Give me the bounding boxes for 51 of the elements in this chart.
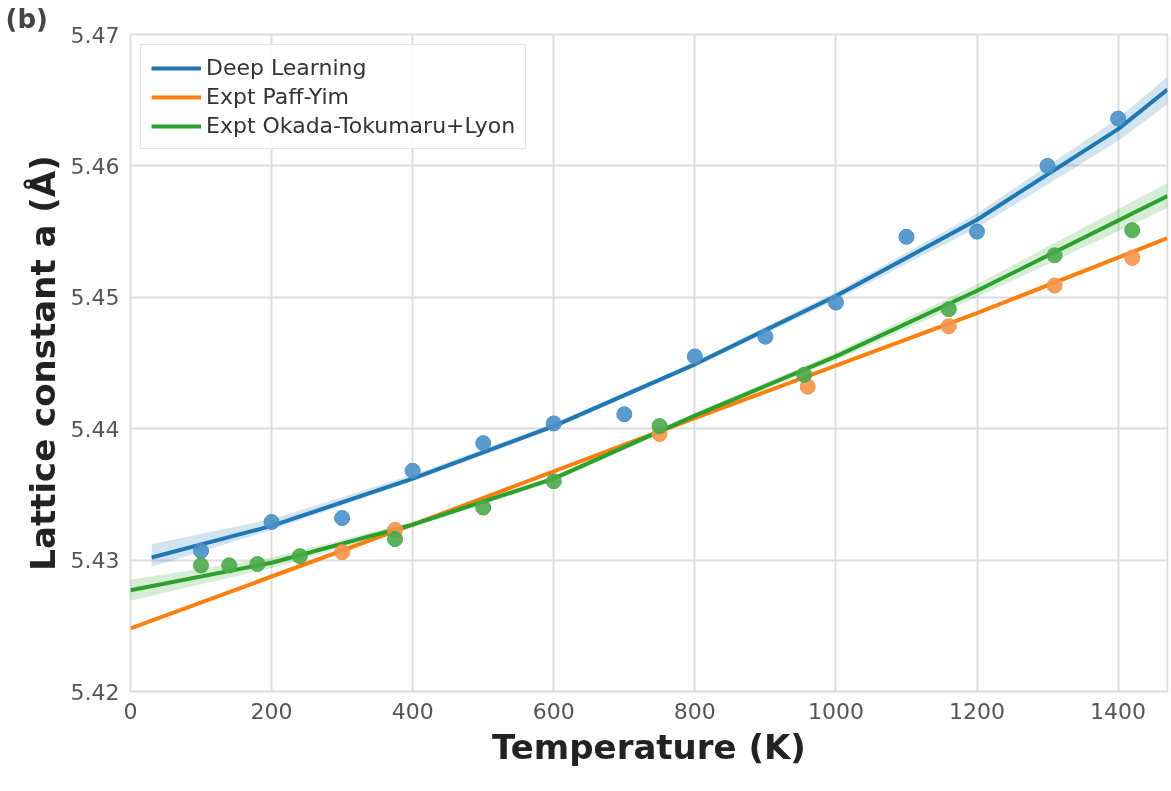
text: (b) (5, 3, 48, 34)
y-tick-label: 5.44 (70, 416, 120, 442)
y-axis-title: Lattice constant a (Å) (22, 155, 63, 571)
point (249, 556, 266, 573)
x-tick-label: 1200 (949, 698, 1006, 724)
point (796, 366, 813, 383)
x-axis-title: Temperature (K) (492, 726, 806, 767)
point (827, 294, 844, 311)
point (387, 531, 404, 548)
x-tick-label: 400 (391, 698, 434, 724)
y-tick-label: 5.47 (70, 22, 120, 48)
point (545, 415, 562, 432)
point (651, 418, 668, 435)
point (221, 557, 238, 574)
legend-label: Expt Okada-Tokumaru+Lyon (206, 113, 516, 138)
y-tick-label: 5.46 (70, 153, 120, 179)
point (1046, 277, 1063, 294)
x-tick-label: 0 (123, 698, 138, 724)
point (940, 301, 957, 318)
point (334, 510, 351, 527)
point (291, 548, 308, 565)
point (940, 318, 957, 335)
point (193, 542, 210, 559)
point (1124, 222, 1141, 239)
point (1110, 110, 1127, 127)
point (686, 348, 703, 365)
point (193, 557, 210, 574)
point (263, 514, 280, 530)
point (475, 435, 492, 452)
point (1046, 247, 1063, 264)
y-tick-label: 5.43 (70, 548, 120, 574)
legend-label: Expt Paff-Yim (206, 84, 349, 109)
point (404, 462, 421, 479)
point (475, 499, 492, 516)
y-tick-label: 5.42 (70, 679, 120, 705)
point (334, 544, 351, 561)
point (757, 328, 774, 345)
point (616, 406, 633, 423)
point (545, 473, 562, 490)
point (1124, 249, 1141, 266)
x-tick-label: 1000 (807, 698, 864, 724)
x-tick-label: 200 (250, 698, 293, 724)
line-series (130, 236, 1168, 631)
point (898, 228, 915, 245)
x-tick-label: 800 (673, 698, 716, 724)
point (1039, 157, 1056, 174)
point (969, 223, 986, 240)
y-tick-label: 5.45 (70, 285, 120, 311)
x-tick-label: 1400 (1090, 698, 1147, 724)
x-tick-label: 600 (532, 698, 575, 724)
legend-label: Deep Learning (206, 55, 367, 80)
